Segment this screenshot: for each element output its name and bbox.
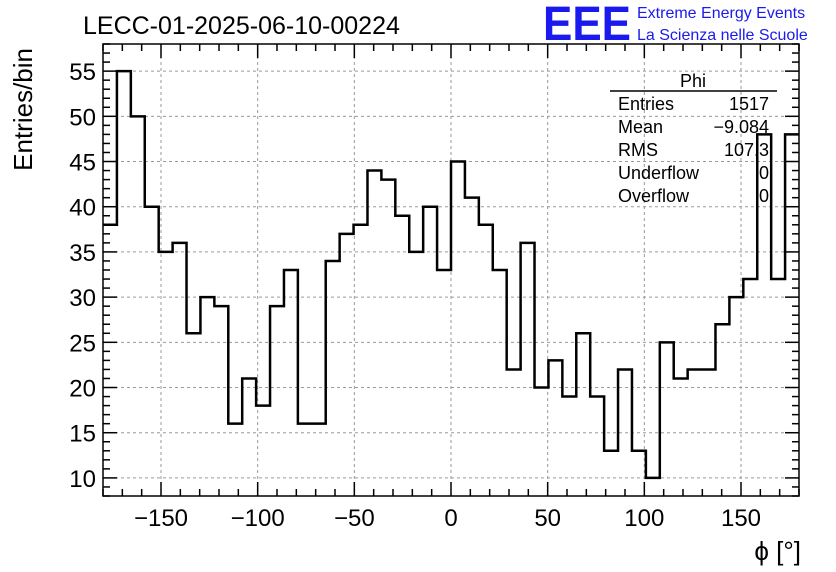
x-tick-label: −50 xyxy=(334,505,375,532)
histogram-bin xyxy=(590,397,604,496)
histogram-bin xyxy=(214,306,228,496)
x-tick-labels: −150 −100 −50 0 50 100 150 xyxy=(134,505,761,532)
x-tick-label: 50 xyxy=(534,505,561,532)
histogram-bin xyxy=(395,216,409,496)
axis-ticks xyxy=(102,43,800,497)
histogram-bin xyxy=(117,71,131,496)
y-tick-label: 15 xyxy=(69,421,96,448)
histogram-bin xyxy=(743,279,757,496)
histogram-bin xyxy=(715,324,729,496)
x-tick-label: 150 xyxy=(721,505,761,532)
y-axis-label: Entries/bin xyxy=(8,48,38,171)
histogram-bin xyxy=(493,270,507,496)
histogram-bin xyxy=(270,306,284,496)
stats-value: 0 xyxy=(759,163,769,183)
histogram-bin xyxy=(507,369,521,496)
y-tick-label: 25 xyxy=(69,330,96,357)
histogram-bin xyxy=(423,207,437,496)
histogram-bin xyxy=(228,424,242,496)
eee-logo-line1: Extreme Energy Events xyxy=(637,5,805,22)
histogram-bin xyxy=(409,252,423,496)
eee-logo: EEE Extreme Energy Events La Scienza nel… xyxy=(543,0,808,51)
stats-value: 1517 xyxy=(729,94,769,114)
histogram-bin xyxy=(576,333,590,496)
histogram-bin xyxy=(729,297,743,496)
histogram-bin xyxy=(548,360,562,496)
histogram-bin xyxy=(535,388,549,496)
stats-label: Overflow xyxy=(618,186,690,206)
histogram-bin xyxy=(521,243,535,496)
y-tick-label: 55 xyxy=(69,59,96,86)
y-tick-label: 10 xyxy=(69,466,96,493)
y-tick-label: 45 xyxy=(69,150,96,177)
y-tick-label: 30 xyxy=(69,285,96,312)
stats-box: Phi Entries 1517 Mean −9.084 RMS 107.3 Underfl… xyxy=(610,71,777,206)
y-tick-label: 35 xyxy=(69,240,96,267)
histogram-bin xyxy=(451,162,465,496)
y-tick-label: 20 xyxy=(69,376,96,403)
histogram-bin xyxy=(618,369,632,496)
histogram-bin xyxy=(562,397,576,496)
x-tick-label: 100 xyxy=(624,505,664,532)
histogram-bin xyxy=(688,369,702,496)
histogram-bin xyxy=(674,378,688,496)
histogram-bin xyxy=(771,279,785,496)
chart-title: LECC-01-2025-06-10-00224 xyxy=(83,12,400,40)
histogram-bin xyxy=(326,261,340,496)
histogram-bin xyxy=(702,369,716,496)
histogram-bin xyxy=(145,207,159,496)
histogram-bin xyxy=(284,270,298,496)
histogram-bin xyxy=(367,171,381,496)
stats-value: 0 xyxy=(759,186,769,206)
histogram-bin xyxy=(312,424,326,496)
stats-box-title: Phi xyxy=(680,71,706,91)
x-axis-label: ϕ [°] xyxy=(754,536,801,566)
stats-label: Underflow xyxy=(618,163,700,183)
eee-logo-line2: La Scienza nelle Scuole xyxy=(637,27,808,44)
histogram-bin xyxy=(646,478,660,496)
stats-box-rows: Entries 1517 Mean −9.084 RMS 107.3 Underflow 0 O… xyxy=(618,94,769,206)
histogram-bin xyxy=(381,180,395,496)
histogram-bin xyxy=(354,225,368,496)
x-tick-label: −100 xyxy=(231,505,285,532)
histogram-bin xyxy=(131,116,145,496)
histogram-bin xyxy=(465,198,479,496)
histogram-bin xyxy=(298,424,312,496)
stats-label: Entries xyxy=(618,94,674,114)
y-tick-labels: 10 15 20 25 30 35 40 45 50 55 xyxy=(69,59,96,493)
x-tick-label: 0 xyxy=(444,505,457,532)
eee-logo-mark: EEE xyxy=(543,0,631,51)
stats-label: Mean xyxy=(618,117,663,137)
histogram-bin xyxy=(200,297,214,496)
stats-value: 107.3 xyxy=(724,140,769,160)
stats-label: RMS xyxy=(618,140,658,160)
histogram-bin xyxy=(173,243,187,496)
histogram-outline xyxy=(103,69,799,480)
histogram-bin xyxy=(437,270,451,496)
y-tick-label: 50 xyxy=(69,104,96,131)
histogram-bin xyxy=(187,333,201,496)
histogram-bin xyxy=(242,378,256,496)
histogram-bin xyxy=(159,252,173,496)
histogram-series xyxy=(103,69,799,496)
y-tick-label: 40 xyxy=(69,195,96,222)
stats-value: −9.084 xyxy=(713,117,769,137)
histogram-bin xyxy=(479,225,493,496)
histogram-bin xyxy=(340,234,354,496)
x-tick-label: −150 xyxy=(134,505,188,532)
histogram-bin xyxy=(660,342,674,496)
